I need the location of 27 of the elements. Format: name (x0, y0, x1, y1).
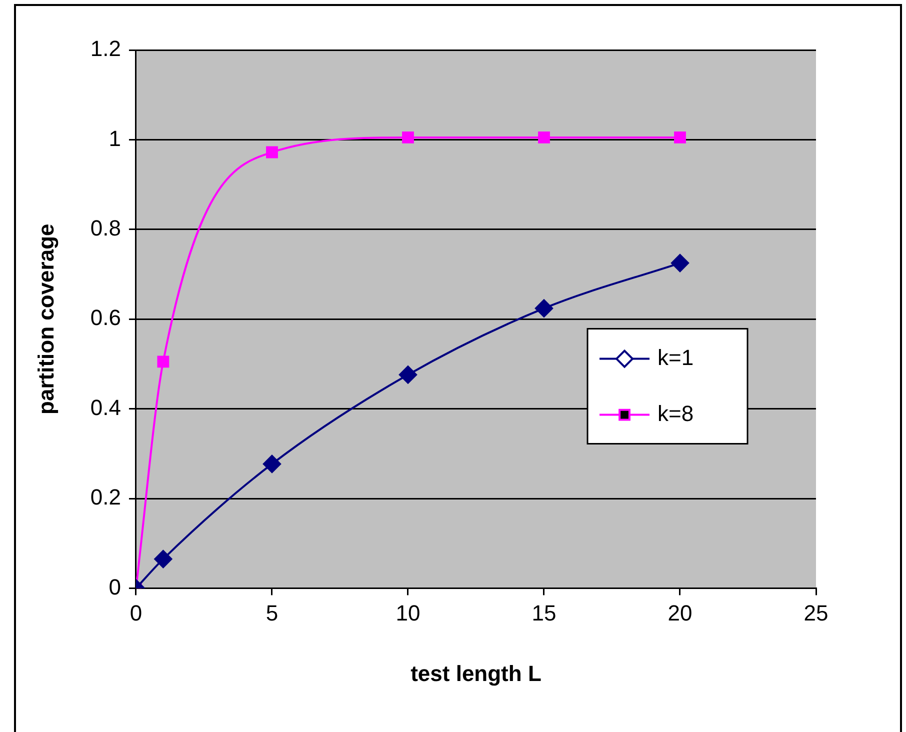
x-tick-label: 10 (396, 600, 420, 626)
legend-label: k=8 (658, 400, 694, 426)
y-tick-label: 0 (108, 574, 121, 600)
y-tick-label: 1.2 (90, 36, 121, 62)
y-tick-label: 0.8 (90, 215, 121, 240)
legend-label: k=1 (658, 344, 694, 370)
point (262, 454, 281, 473)
x-tick-label: 20 (668, 600, 692, 626)
point (154, 550, 172, 568)
x-tick-label: 0 (130, 600, 142, 626)
y-tick-label: 0.4 (90, 394, 121, 420)
y-axis-title: partition coverage (33, 224, 58, 414)
x-tick-label: 15 (532, 600, 556, 626)
x-tick-label: 5 (266, 600, 278, 626)
point (398, 366, 417, 384)
x-axis-title: test length L (410, 660, 542, 686)
point (674, 132, 686, 144)
point (157, 356, 170, 368)
x-tick-label: 25 (804, 600, 828, 626)
point (538, 132, 550, 144)
y-tick-label: 1 (108, 126, 121, 151)
point (402, 132, 414, 144)
point (534, 299, 553, 318)
y-tick-label: 0.6 (90, 305, 121, 330)
y-tick-label: 0.2 (90, 484, 121, 510)
point (670, 254, 689, 272)
point (266, 146, 278, 158)
